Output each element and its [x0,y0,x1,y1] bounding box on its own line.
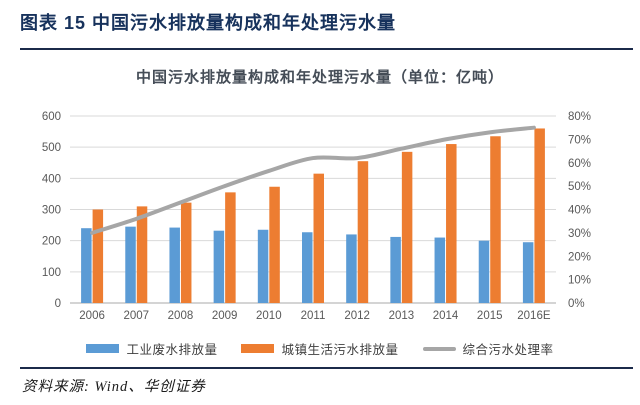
top-divider [20,48,633,50]
chart-legend: 工业废水排放量 城镇生活污水排放量 综合污水处理率 [0,339,640,358]
svg-text:2007: 2007 [123,310,149,322]
svg-text:0: 0 [55,298,61,310]
bar-series-industrial [81,226,534,303]
svg-text:2011: 2011 [301,310,326,322]
legend-item-industrial: 工业废水排放量 [86,339,217,358]
svg-text:50%: 50% [568,181,591,193]
domestic-swatch-icon [241,344,275,353]
legend-label-rate: 综合污水处理率 [462,343,554,357]
svg-text:100: 100 [42,267,61,279]
treatment-rate-line [90,125,536,235]
svg-text:2014: 2014 [433,310,459,322]
svg-text:200: 200 [42,236,61,248]
legend-item-rate: 综合污水处理率 [422,339,554,358]
svg-text:30%: 30% [568,228,591,240]
left-axis-labels: 0 100 200 300 400 500 600 [42,111,61,310]
svg-text:500: 500 [42,142,61,154]
svg-text:2013: 2013 [389,310,415,322]
svg-text:300: 300 [42,205,61,217]
svg-text:2012: 2012 [344,310,370,322]
legend-label-industrial: 工业废水排放量 [126,343,218,357]
x-axis-labels: 2006 2007 2008 2009 2010 2011 2012 2013 2014 2015… [79,310,551,322]
svg-text:2016E: 2016E [517,310,551,322]
gridlines [70,115,556,304]
svg-text:70%: 70% [568,134,591,146]
svg-text:60%: 60% [568,158,591,170]
figure-caption: 图表 15 中国污水排放量构成和年处理污水量 [20,13,397,33]
svg-text:0%: 0% [568,298,585,310]
svg-text:2010: 2010 [256,310,282,322]
chart-title: 中国污水排放量构成和年处理污水量（单位：亿吨） [135,69,504,86]
right-axis-labels: 0% 10% 20% 30% 40% 50% 60% 70% 80% [568,111,591,310]
svg-text:20%: 20% [568,251,591,263]
legend-label-domestic: 城镇生活污水排放量 [281,343,399,357]
industrial-swatch-icon [86,344,120,353]
svg-text:2015: 2015 [477,310,503,322]
bottom-divider [20,367,633,369]
svg-text:2009: 2009 [212,310,238,322]
svg-text:40%: 40% [568,205,591,217]
svg-text:2006: 2006 [79,310,105,322]
bar-series-domestic [92,128,545,303]
rate-line-swatch-icon [422,346,456,351]
svg-text:80%: 80% [568,111,591,123]
source-note: 资料来源: Wind、华创证券 [22,379,206,395]
svg-text:10%: 10% [568,275,591,287]
legend-item-domestic: 城镇生活污水排放量 [241,339,398,358]
svg-text:600: 600 [42,111,61,123]
svg-text:2008: 2008 [168,310,194,322]
svg-text:400: 400 [42,173,61,185]
